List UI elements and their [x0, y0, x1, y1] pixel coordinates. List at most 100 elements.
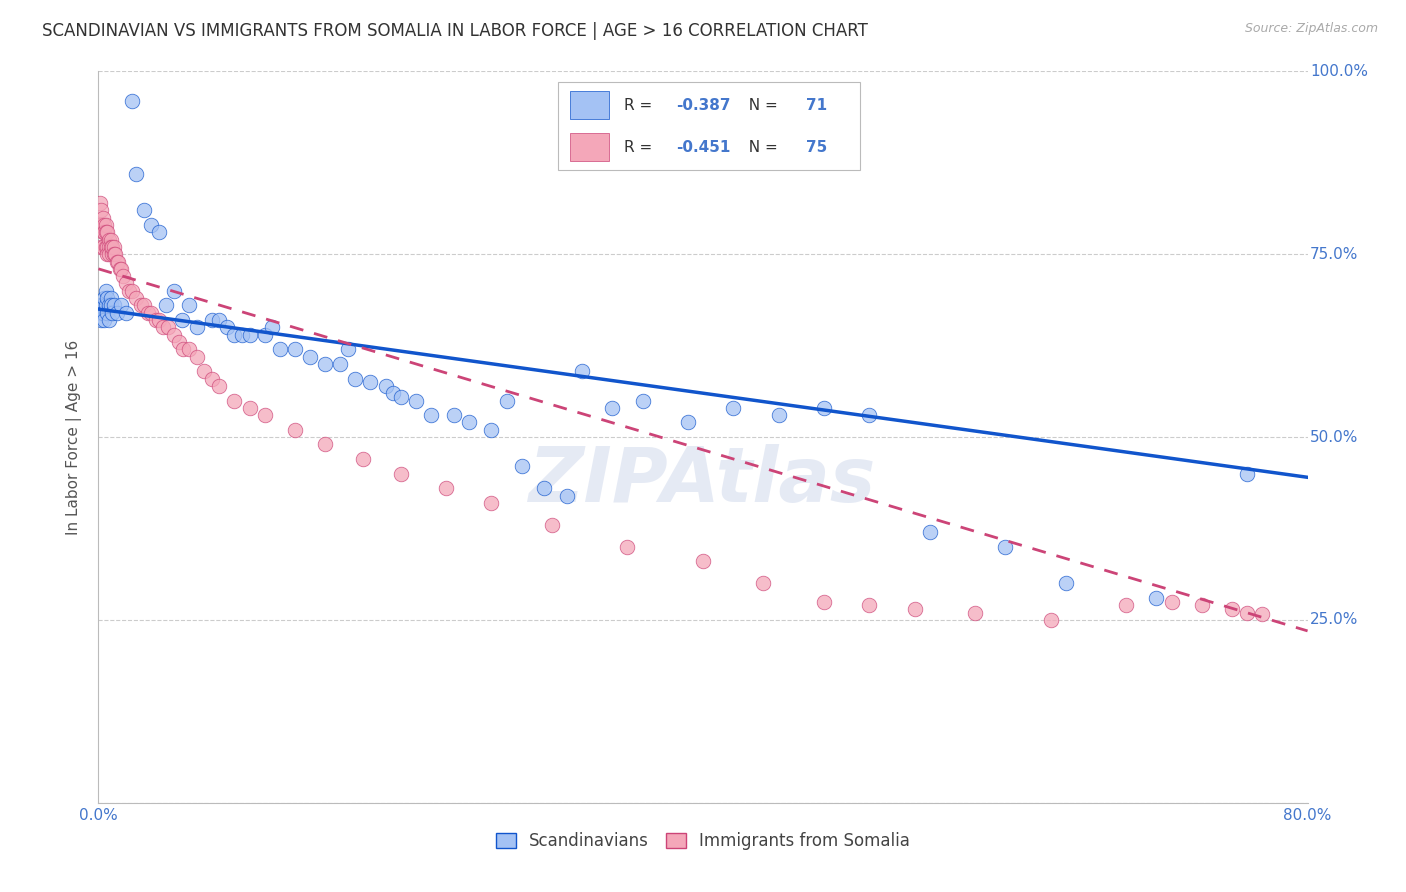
Point: [239, 327, 262, 342]
Point: [965, 606, 987, 620]
Point: [262, 320, 284, 334]
Point: [420, 408, 443, 422]
Text: 25.0%: 25.0%: [1310, 613, 1358, 627]
Point: [156, 320, 179, 334]
Point: [457, 416, 479, 430]
Point: [145, 313, 167, 327]
Point: [692, 554, 714, 568]
Legend: Scandinavians, Immigrants from Somalia: Scandinavians, Immigrants from Somalia: [489, 825, 917, 856]
Point: [93, 291, 115, 305]
Point: [163, 284, 186, 298]
Point: [107, 254, 129, 268]
Point: [208, 379, 231, 393]
Point: [100, 233, 122, 247]
Point: [1039, 613, 1062, 627]
Point: [101, 306, 124, 320]
Point: [389, 467, 412, 481]
Point: [723, 401, 745, 415]
Text: 50.0%: 50.0%: [1310, 430, 1358, 444]
Point: [114, 306, 136, 320]
Point: [98, 247, 121, 261]
Point: [129, 298, 152, 312]
Point: [481, 496, 503, 510]
Point: [98, 233, 121, 247]
Point: [93, 225, 115, 239]
Point: [172, 343, 194, 357]
Point: [1115, 599, 1137, 613]
Point: [96, 291, 118, 305]
Point: [336, 343, 359, 357]
Point: [631, 393, 654, 408]
Point: [96, 306, 118, 320]
Point: [93, 313, 115, 327]
Point: [253, 327, 276, 342]
Text: SCANDINAVIAN VS IMMIGRANTS FROM SOMALIA IN LABOR FORCE | AGE > 16 CORRELATION CH: SCANDINAVIAN VS IMMIGRANTS FROM SOMALIA …: [42, 22, 868, 40]
Text: ZIPAtlas: ZIPAtlas: [529, 444, 877, 518]
Point: [101, 247, 124, 261]
Point: [904, 602, 927, 616]
Point: [443, 408, 465, 422]
Point: [231, 327, 253, 342]
Point: [94, 225, 117, 239]
Text: 100.0%: 100.0%: [1310, 64, 1368, 78]
Point: [179, 343, 201, 357]
Point: [540, 517, 562, 532]
Point: [118, 284, 141, 298]
Point: [858, 408, 880, 422]
Point: [284, 343, 307, 357]
Point: [616, 540, 638, 554]
Point: [555, 489, 578, 503]
Point: [89, 306, 111, 320]
Point: [374, 379, 396, 393]
Point: [1220, 602, 1243, 616]
Point: [121, 94, 143, 108]
Point: [314, 357, 336, 371]
Point: [94, 298, 117, 312]
Point: [193, 364, 215, 378]
Point: [602, 401, 624, 415]
Point: [813, 594, 835, 608]
Point: [125, 167, 148, 181]
Point: [253, 408, 276, 422]
Point: [201, 313, 224, 327]
Point: [148, 313, 170, 327]
Point: [91, 240, 114, 254]
Point: [1191, 599, 1213, 613]
Point: [533, 481, 555, 495]
Point: [90, 240, 112, 254]
Point: [96, 240, 118, 254]
Point: [1251, 607, 1274, 621]
Point: [141, 218, 163, 232]
Point: [98, 313, 121, 327]
Point: [105, 306, 128, 320]
Point: [96, 247, 118, 261]
Point: [768, 408, 790, 422]
Point: [1144, 591, 1167, 605]
Point: [152, 320, 174, 334]
Point: [360, 376, 382, 390]
Point: [93, 218, 115, 232]
Point: [136, 306, 159, 320]
Point: [858, 599, 880, 613]
Point: [132, 203, 155, 218]
Point: [314, 437, 336, 451]
Point: [186, 350, 208, 364]
Point: [104, 247, 127, 261]
Point: [94, 218, 117, 232]
Point: [101, 240, 124, 254]
Point: [495, 393, 517, 408]
Point: [208, 313, 231, 327]
Point: [389, 390, 412, 404]
Point: [103, 298, 125, 312]
Point: [167, 334, 190, 349]
Point: [405, 393, 427, 408]
Point: [90, 298, 112, 312]
Point: [103, 247, 125, 261]
Point: [434, 481, 457, 495]
Point: [752, 576, 775, 591]
Point: [98, 298, 121, 312]
Point: [1160, 594, 1182, 608]
Point: [91, 306, 114, 320]
Point: [186, 320, 208, 334]
Point: [91, 298, 114, 312]
